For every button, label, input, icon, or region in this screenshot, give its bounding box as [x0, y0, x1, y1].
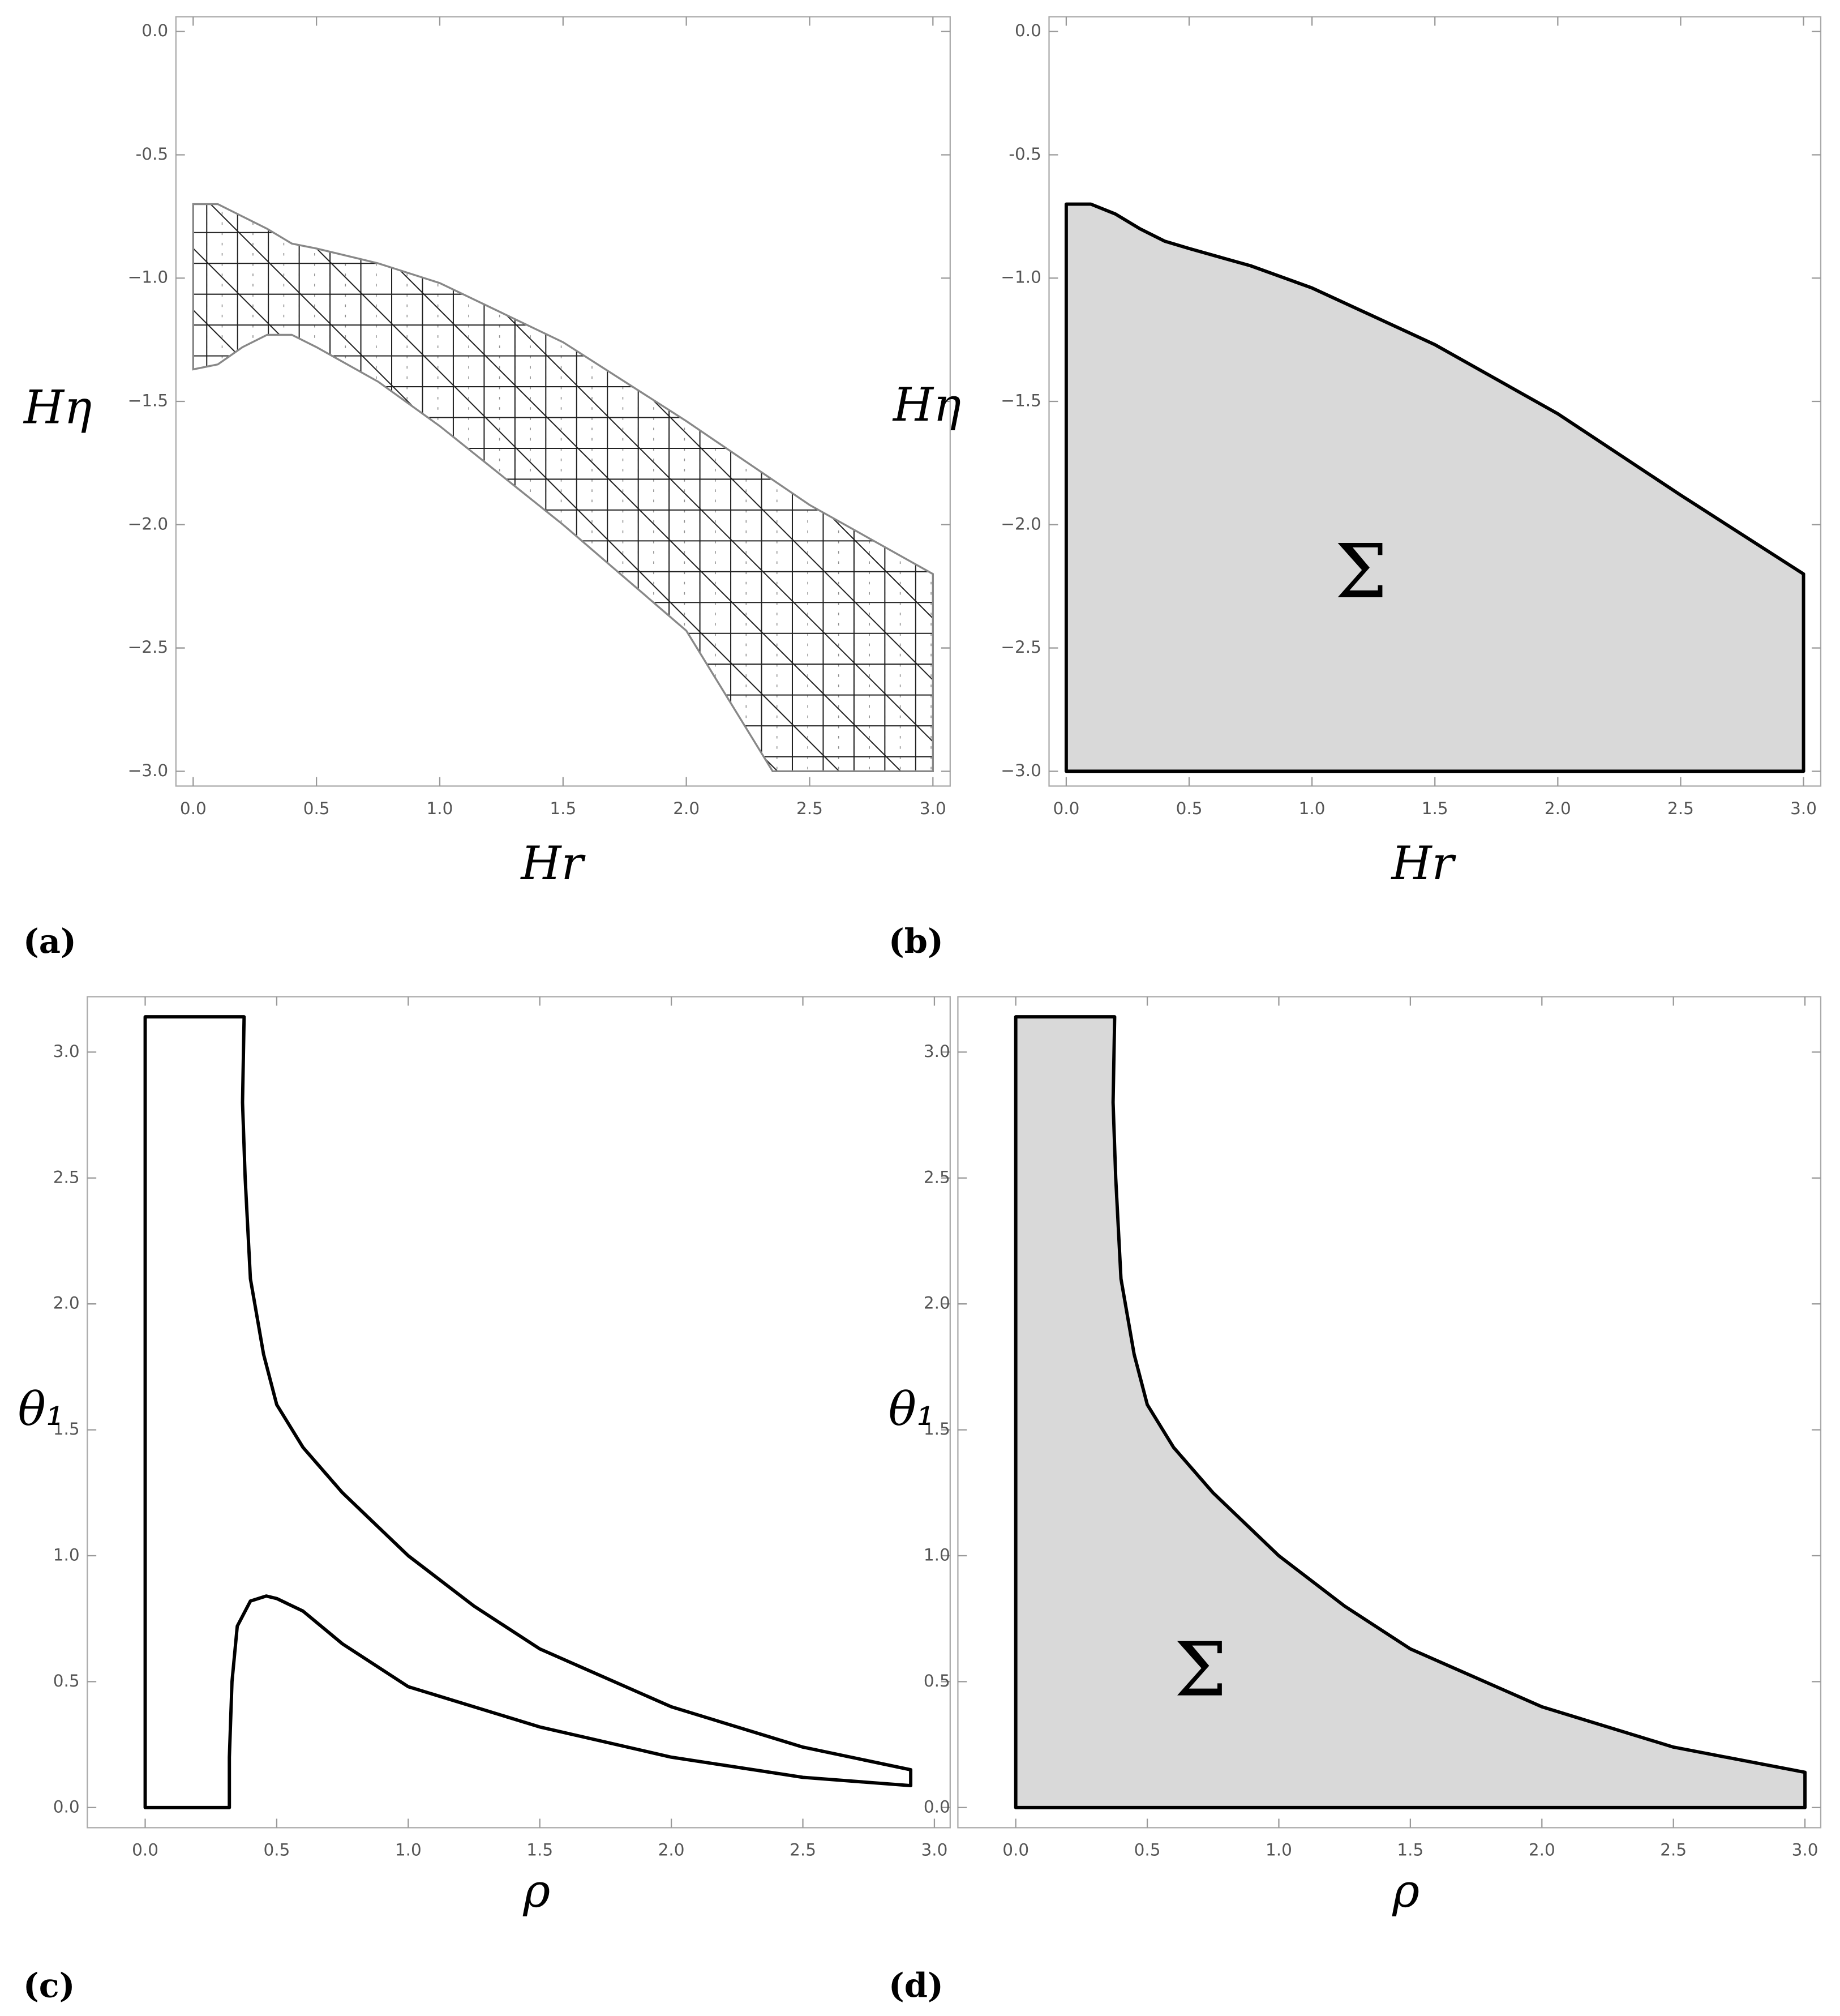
x-tick-label: 1.0 [427, 799, 453, 818]
region-boundary [1064, 202, 1805, 773]
plot-frame [175, 16, 951, 787]
x-tick-label: 2.0 [673, 799, 700, 818]
x-tick-label: 2.5 [1660, 1840, 1687, 1860]
y-tick-label: −1.0 [1001, 268, 1041, 287]
x-tick-label: 0.0 [1002, 1840, 1029, 1860]
x-tick-label: 3.0 [920, 799, 946, 818]
mesh-line [193, 204, 855, 772]
y-tick-label: 3.0 [53, 1042, 80, 1061]
x-tick-label: 0.5 [263, 1840, 290, 1860]
x-tick-label: 2.0 [1529, 1840, 1555, 1860]
y-tick-label: 2.5 [53, 1167, 80, 1187]
y-tick-label: 2.5 [924, 1167, 950, 1187]
region-boundary [1014, 1015, 1807, 1809]
x-axis-label: Hr [520, 837, 586, 891]
y-tick-label: 3.0 [924, 1042, 950, 1061]
x-tick-label: 1.0 [1299, 799, 1326, 818]
x-tick-label: 1.0 [395, 1840, 422, 1860]
y-tick-label: 0.0 [53, 1797, 80, 1816]
region-annotation: Σ [1335, 529, 1387, 615]
y-tick-label: 0.5 [924, 1671, 950, 1690]
y-tick-label: −1.5 [128, 391, 169, 410]
x-axis-label: ρ [522, 1864, 550, 1918]
y-tick-label: −2.0 [1001, 514, 1041, 533]
x-tick-label: 3.0 [921, 1840, 947, 1860]
x-tick-label: 3.0 [1792, 1840, 1818, 1860]
y-tick-label: 0.0 [1015, 21, 1041, 40]
x-tick-label: 2.5 [1667, 799, 1694, 818]
x-tick-label: 1.5 [550, 799, 576, 818]
y-tick-label: −2.0 [128, 514, 169, 533]
y-tick-label: 0.5 [53, 1671, 80, 1690]
x-tick-label: 0.0 [180, 799, 207, 818]
mesh-fine [206, 204, 932, 772]
y-tick-label: −1.5 [1001, 391, 1041, 410]
y-tick-label: 1.5 [53, 1419, 80, 1439]
panel-label: (a) [23, 922, 76, 961]
x-tick-label: 1.5 [526, 1840, 553, 1860]
x-tick-label: 2.0 [658, 1840, 685, 1860]
panel: 0.0 0.5 1.0 1.5 2.0 2.5 3.0 0.0 0.5 1.0 1.5 2.0 2.5 3… [889, 996, 1822, 2005]
y-tick-label: −1.0 [128, 268, 169, 287]
mesh-line [208, 204, 933, 772]
y-tick-label: 2.0 [53, 1294, 80, 1313]
x-tick-label: 0.5 [1134, 1840, 1161, 1860]
panel: 0.0 0.5 1.0 1.5 2.0 2.5 3.0 0.0 0.5 1.0 1.5 2.0 2.5 3… [18, 996, 951, 2005]
panel-label: (d) [889, 1966, 943, 2005]
x-tick-label: 0.5 [1176, 799, 1203, 818]
x-tick-label: 2.5 [796, 799, 823, 818]
mesh-line [331, 204, 933, 772]
x-tick-label: 2.0 [1545, 799, 1571, 818]
region-annotation: Σ [1174, 1627, 1227, 1714]
mesh-line [193, 204, 916, 772]
y-tick-label: -0.5 [136, 144, 169, 164]
region-boundary [143, 1015, 913, 1809]
panel-label: (b) [889, 922, 943, 961]
y-axis-label: Hη [23, 381, 92, 435]
y-tick-label: 1.0 [924, 1545, 950, 1564]
y-tick-label: -0.5 [1009, 144, 1041, 164]
mesh-line [193, 204, 670, 772]
y-tick-label: −2.5 [1001, 637, 1041, 657]
panel-label: (c) [23, 1966, 75, 2005]
x-axis-label: Hr [1391, 837, 1457, 891]
y-tick-label: 2.0 [924, 1294, 950, 1313]
x-tick-label: 0.5 [303, 799, 330, 818]
x-tick-label: 3.0 [1790, 799, 1817, 818]
x-tick-label: 1.5 [1397, 1840, 1423, 1860]
region-boundary [192, 203, 934, 773]
plot-frame [87, 996, 951, 1829]
y-tick-label: 1.5 [924, 1419, 950, 1439]
y-axis-label: θ₁ [889, 1382, 935, 1436]
y-axis-label: θ₁ [18, 1382, 65, 1436]
y-axis-label: Hη [892, 378, 961, 432]
x-tick-label: 2.5 [790, 1840, 816, 1860]
x-tick-label: 0.0 [1053, 799, 1079, 818]
y-tick-label: 0.0 [141, 21, 168, 40]
y-tick-label: −2.5 [128, 637, 169, 657]
y-tick-label: 1.0 [53, 1545, 80, 1564]
x-axis-label: ρ [1392, 1864, 1419, 1918]
x-tick-label: 1.5 [1422, 799, 1448, 818]
y-tick-label: −3.0 [128, 761, 169, 780]
mesh-line [392, 204, 933, 772]
mesh-line [193, 204, 731, 772]
x-tick-label: 0.0 [132, 1840, 158, 1860]
y-tick-label: −3.0 [1001, 761, 1041, 780]
panel: 0.0 0.5 1.0 1.5 2.0 2.5 3.0 0.0 -0.5 −1.0 −1.5 −2.0… [889, 16, 1822, 961]
x-tick-label: 1.0 [1266, 1840, 1292, 1860]
plot-frame [957, 996, 1822, 1829]
y-tick-label: 0.0 [924, 1797, 950, 1816]
